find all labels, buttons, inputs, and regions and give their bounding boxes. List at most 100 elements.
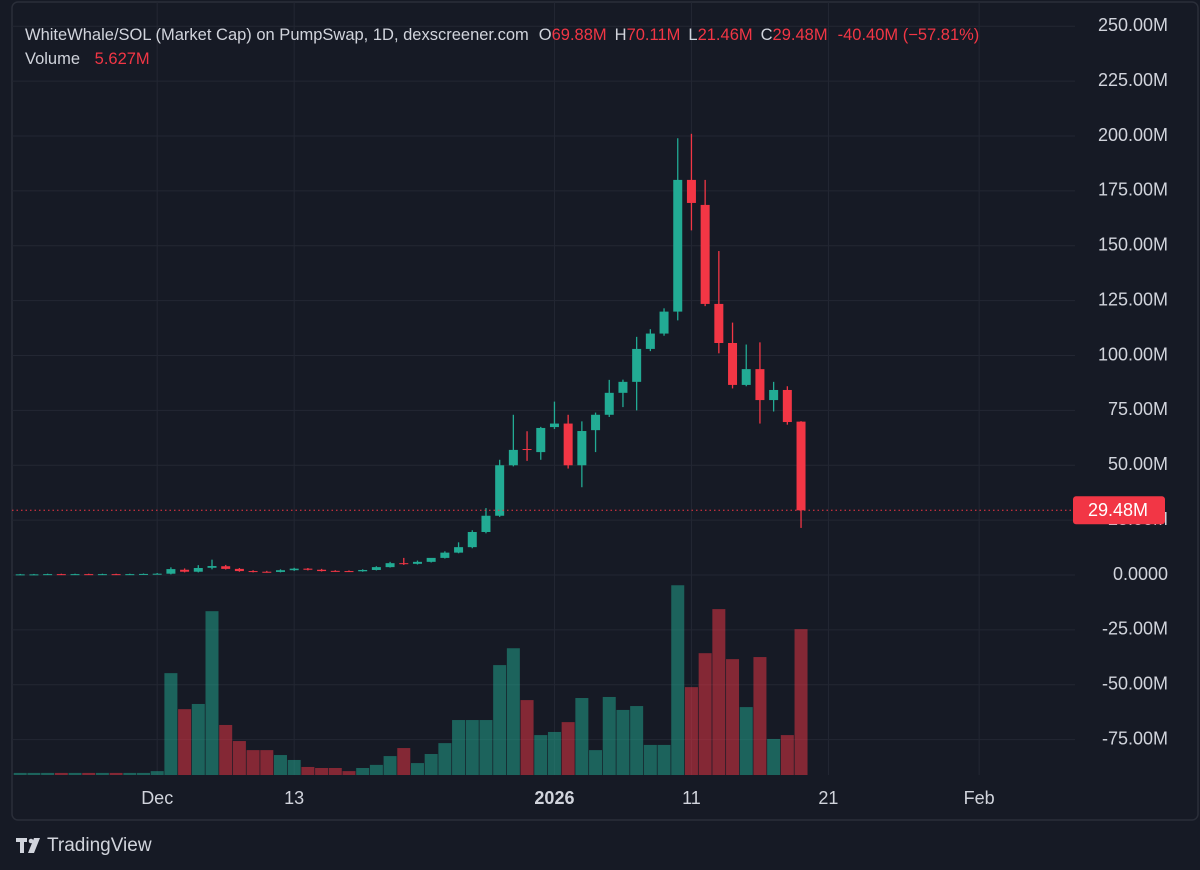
candle-body <box>385 563 395 568</box>
volume-bar <box>712 609 726 775</box>
candle-body <box>344 571 354 573</box>
volume-bar <box>315 768 329 775</box>
y-tick-label: 250.00M <box>1098 15 1168 35</box>
volume-bar <box>41 772 55 775</box>
candle-body <box>358 569 368 572</box>
y-tick-label: 200.00M <box>1098 125 1168 145</box>
volume-bar <box>191 703 205 775</box>
y-tick-label: -25.00M <box>1102 619 1168 639</box>
candle-body <box>549 423 559 428</box>
volume-bar <box>383 756 397 775</box>
candles <box>15 133 806 576</box>
candle-body <box>782 389 792 423</box>
volume-bar <box>780 735 794 775</box>
y-tick-label: 50.00M <box>1108 454 1168 474</box>
volume-key: Volume <box>25 50 81 68</box>
volume-bar <box>698 653 712 775</box>
volume-bar <box>342 771 356 775</box>
candle-body <box>399 563 409 565</box>
volume-legend: Volume 5.627M <box>25 50 150 69</box>
candle-body <box>714 303 724 343</box>
volume-bar <box>410 763 424 775</box>
candle-body <box>796 421 806 511</box>
candle-body <box>166 569 176 574</box>
volume-bar <box>109 772 123 775</box>
footer-brand: TradingView <box>47 835 152 856</box>
candle-body <box>632 348 642 382</box>
last-price-label: 29.48M <box>1088 500 1148 520</box>
volume-bar <box>643 744 657 775</box>
volume-bar <box>684 687 698 775</box>
volume-bar <box>493 665 507 775</box>
volume-bar <box>547 731 561 775</box>
candle-body <box>371 567 381 570</box>
volume-bar <box>520 700 534 775</box>
candle-body <box>248 571 258 573</box>
candle-body <box>111 574 121 576</box>
volume-bar <box>260 750 274 775</box>
volume-bar <box>219 724 233 775</box>
x-tick-label: 2026 <box>534 788 574 808</box>
candle-body <box>495 465 505 516</box>
candle-body <box>591 414 601 431</box>
volume-bar <box>95 772 109 775</box>
volume-bar <box>150 771 164 775</box>
candle-body <box>467 532 477 548</box>
candle-body <box>152 573 162 575</box>
candle-body <box>741 369 751 385</box>
ohlc-key: H <box>614 26 627 44</box>
volume-bar <box>465 720 479 775</box>
volume-bar <box>356 768 370 775</box>
candle-body <box>700 204 710 304</box>
volume-bar <box>27 772 41 775</box>
volume-bar <box>589 750 603 775</box>
ohlc-key: C <box>760 26 773 44</box>
volume-bar <box>328 768 342 775</box>
candle-body <box>686 179 696 203</box>
candle-body <box>522 449 532 451</box>
volume-bar <box>68 772 82 775</box>
volume-value: 5.627M <box>94 50 150 68</box>
last-price-badge <box>1073 496 1165 525</box>
candle-body <box>84 574 94 576</box>
volume-bar <box>424 754 438 775</box>
candle-body <box>536 427 546 453</box>
volume-bar <box>575 698 589 775</box>
candle-body <box>440 552 450 558</box>
candle-body <box>330 570 340 572</box>
volume-bar <box>739 707 753 775</box>
ohlc-value: 29.48M <box>772 26 828 44</box>
candle-body <box>43 574 53 576</box>
candle-body <box>303 568 313 570</box>
candle-body <box>139 573 149 575</box>
candle-body <box>275 570 285 572</box>
logo-part <box>20 838 24 853</box>
volume-bar <box>452 720 466 775</box>
candle-body <box>577 431 587 466</box>
candle-body <box>755 369 765 401</box>
volume-bar <box>616 709 630 775</box>
candle-body <box>262 571 272 573</box>
volume-bar <box>246 750 260 775</box>
x-tick-label: Feb <box>964 788 995 808</box>
y-tick-label: 225.00M <box>1098 70 1168 90</box>
candle-body <box>15 574 25 576</box>
volume-bar <box>657 744 671 775</box>
grid <box>12 2 1075 775</box>
candle-body <box>193 568 203 572</box>
volume-bar <box>123 772 137 775</box>
x-tick-label: 13 <box>284 788 304 808</box>
volume-bar <box>13 772 27 775</box>
candle-body <box>645 333 655 349</box>
x-tick-label: 21 <box>818 788 838 808</box>
candle-body <box>454 547 464 553</box>
volume-bar <box>273 755 287 775</box>
logo-part <box>28 838 34 844</box>
y-tick-label: 100.00M <box>1098 344 1168 364</box>
volume-bar <box>767 738 781 775</box>
candle-body <box>769 389 779 401</box>
logo-part <box>28 838 40 853</box>
y-tick-label: 125.00M <box>1098 289 1168 309</box>
y-tick-label: -75.00M <box>1102 728 1168 748</box>
